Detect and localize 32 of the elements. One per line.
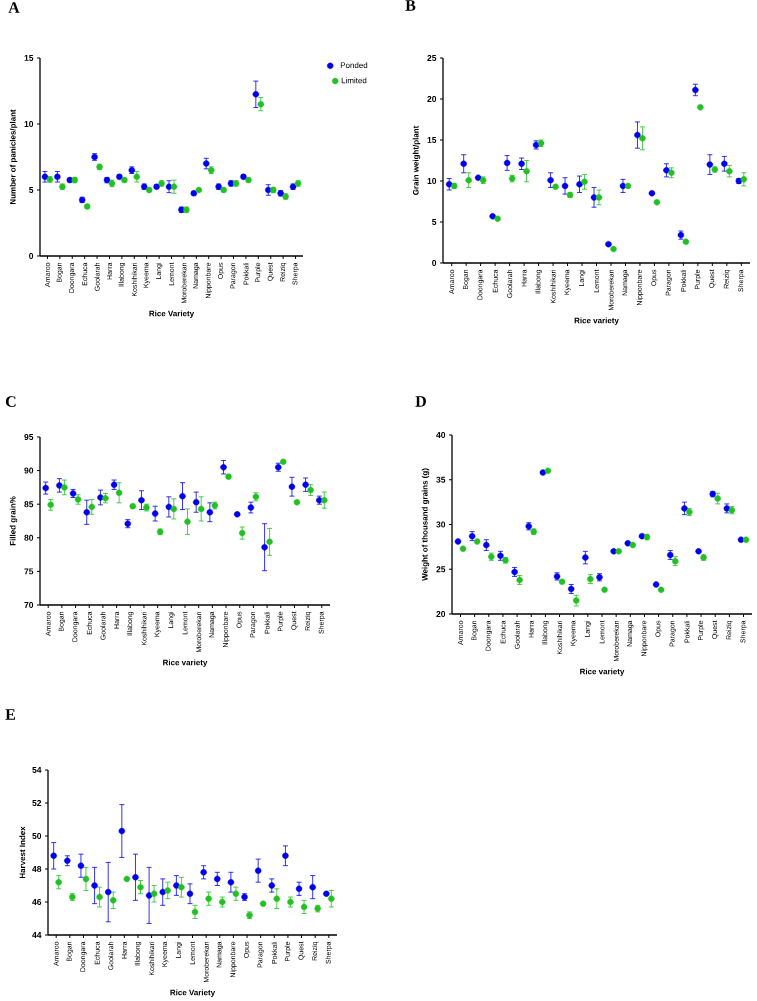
y-tick-label: 48 — [32, 866, 42, 872]
chart-title: A — [8, 2, 20, 13]
y-tick-label: 20 — [436, 611, 446, 617]
chart-title: C — [5, 396, 16, 407]
y-tick-label: 30 — [436, 521, 446, 528]
chart-title: E — [5, 709, 16, 720]
y-tick-label: 54 — [32, 767, 42, 773]
y-tick-label: 20 — [427, 96, 437, 102]
y-tick-label: 0 — [29, 253, 34, 259]
y-tick-label: 80 — [24, 534, 34, 541]
y-tick-label: 15 — [427, 137, 437, 143]
chart-title: B — [405, 0, 416, 11]
y-tick-label: 5 — [432, 219, 437, 225]
y-tick-label: 15 — [24, 55, 34, 61]
y-tick-label: 25 — [436, 566, 446, 573]
y-tick-label: 75 — [24, 568, 34, 575]
y-tick-label: 40 — [436, 432, 446, 438]
y-tick-label: 70 — [24, 602, 34, 608]
y-tick-label: 0 — [432, 260, 437, 266]
y-tick-label: 95 — [24, 434, 34, 440]
y-tick-label: 5 — [29, 187, 34, 193]
y-tick-label: 90 — [24, 467, 34, 474]
y-tick-label: 46 — [32, 899, 42, 905]
y-tick-label: 52 — [32, 800, 42, 806]
y-tick-label: 35 — [436, 476, 446, 483]
y-tick-label: 10 — [24, 121, 34, 127]
y-tick-label: 85 — [24, 501, 34, 508]
y-tick-label: 44 — [32, 932, 42, 938]
y-tick-label: 10 — [427, 178, 437, 184]
chart-title: D — [415, 396, 426, 407]
y-tick-label: 50 — [32, 833, 42, 839]
y-tick-label: 25 — [427, 55, 437, 61]
